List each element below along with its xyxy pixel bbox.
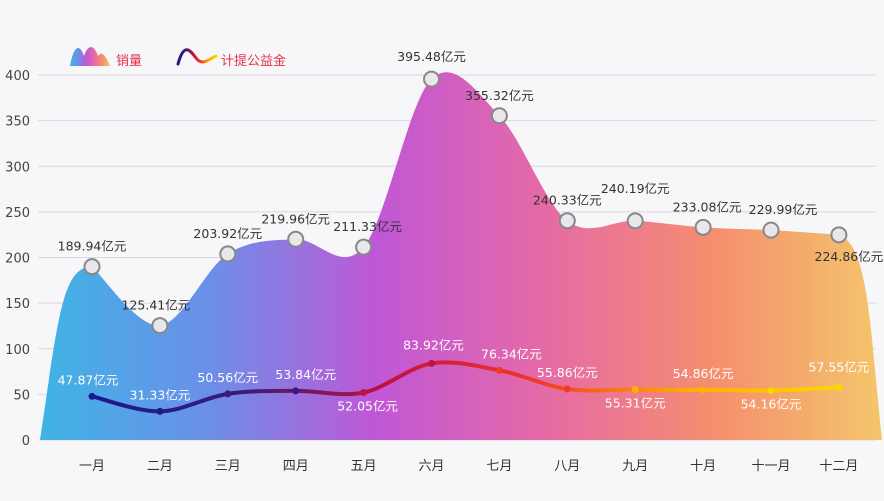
fund-data-label: 55.31亿元: [605, 396, 666, 411]
fund-point[interactable]: [835, 383, 843, 391]
sales-point[interactable]: [490, 107, 508, 125]
sales-data-label: 224.86亿元: [815, 249, 884, 264]
y-tick-label: 50: [13, 388, 30, 403]
sales-point[interactable]: [762, 221, 780, 239]
wave-line-icon: [176, 48, 218, 66]
fund-data-label: 31.33亿元: [130, 387, 191, 402]
line-series: [90, 360, 841, 414]
fund-data-label: 76.34亿元: [481, 346, 542, 361]
sales-point[interactable]: [694, 218, 712, 236]
point-markers: [83, 70, 848, 415]
sales-data-label: 233.08亿元: [673, 199, 742, 214]
sales-data-label: 395.48亿元: [397, 49, 466, 64]
fund-point[interactable]: [428, 359, 435, 367]
fund-data-label: 50.56亿元: [197, 370, 258, 385]
sales-data-label: 211.33亿元: [333, 219, 402, 234]
legend[interactable]: 销量 计提公益金: [70, 47, 286, 69]
fund-point[interactable]: [224, 390, 232, 398]
sales-data-label: 229.99亿元: [749, 202, 818, 217]
x-tick-label: 十一月: [751, 459, 790, 474]
sales-point[interactable]: [558, 212, 576, 230]
fund-point[interactable]: [156, 407, 164, 415]
y-tick-label: 100: [5, 343, 30, 358]
fund-point[interactable]: [767, 387, 775, 395]
data-labels: 189.94亿元 125.41亿元 203.92亿元219.96亿元211.33亿元…: [58, 49, 884, 413]
y-tick-label: 0: [22, 434, 30, 449]
y-tick-label: 350: [5, 115, 30, 130]
x-tick-label: 四月: [283, 459, 309, 474]
y-tick-label: 250: [5, 206, 30, 221]
fund-point[interactable]: [88, 392, 96, 400]
sales-data-label: 240.19亿元: [601, 181, 670, 196]
fund-data-label: 54.86亿元: [673, 366, 734, 381]
y-tick-label: 200: [5, 252, 30, 267]
sales-point[interactable]: [423, 70, 440, 88]
y-tick-label: 300: [5, 160, 30, 175]
fund-point[interactable]: [495, 366, 503, 374]
x-tick-label: 九月: [622, 459, 648, 474]
sales-data-label: 189.94亿元: [58, 239, 127, 254]
fund-data-label: 47.87亿元: [58, 372, 119, 387]
legend-label-sales: 销量: [116, 54, 142, 69]
fund-data-label: 55.86亿元: [537, 365, 598, 380]
legend-label-fund: 计提公益金: [221, 53, 286, 69]
sales-point[interactable]: [355, 238, 373, 256]
fund-data-label: 83.92亿元: [403, 337, 464, 352]
sales-point[interactable]: [626, 212, 644, 230]
axis-ticks: 0 50 100 150 200 250 300 350 400 一月 二月 三月 四月 五月 六月 七月 八月…: [5, 69, 858, 474]
y-tick-label: 400: [5, 69, 30, 84]
sales-area: [40, 72, 882, 440]
sales-data-label: 240.33亿元: [533, 193, 602, 208]
legend-item-fund[interactable]: 计提公益金: [176, 48, 286, 69]
fund-line: [90, 360, 841, 414]
sales-data-label: 203.92亿元: [193, 226, 262, 241]
x-tick-label: 一月: [79, 459, 105, 474]
x-tick-label: 七月: [486, 459, 512, 474]
sales-point[interactable]: [151, 317, 169, 335]
sales-point[interactable]: [287, 230, 305, 248]
x-tick-label: 五月: [351, 459, 377, 474]
x-tick-label: 十月: [690, 459, 716, 474]
x-tick-label: 十二月: [819, 459, 858, 474]
sales-data-label: 355.32亿元: [465, 88, 534, 103]
fund-data-label: 54.16亿元: [741, 397, 802, 412]
fund-data-label: 57.55亿元: [809, 359, 870, 374]
area-series: [40, 72, 882, 440]
x-tick-label: 二月: [147, 459, 173, 474]
sales-point[interactable]: [219, 245, 237, 263]
sales-data-label: 125.41亿元: [122, 298, 191, 313]
x-tick-label: 六月: [418, 459, 444, 474]
x-tick-label: 八月: [554, 459, 580, 474]
fund-point[interactable]: [699, 386, 707, 394]
sales-data-label: 219.96亿元: [261, 211, 330, 226]
fund-point[interactable]: [292, 387, 300, 395]
fund-point[interactable]: [631, 386, 639, 394]
sales-point[interactable]: [83, 258, 101, 276]
fund-point[interactable]: [360, 389, 368, 397]
sales-point[interactable]: [830, 226, 848, 244]
y-tick-label: 150: [5, 297, 30, 312]
fund-data-label: 53.84亿元: [275, 367, 336, 382]
area-chart-icon: [70, 47, 110, 66]
fund-point[interactable]: [563, 385, 571, 393]
fund-data-label: 52.05亿元: [337, 399, 398, 414]
legend-item-sales[interactable]: 销量: [70, 47, 142, 69]
x-tick-label: 三月: [215, 459, 241, 474]
